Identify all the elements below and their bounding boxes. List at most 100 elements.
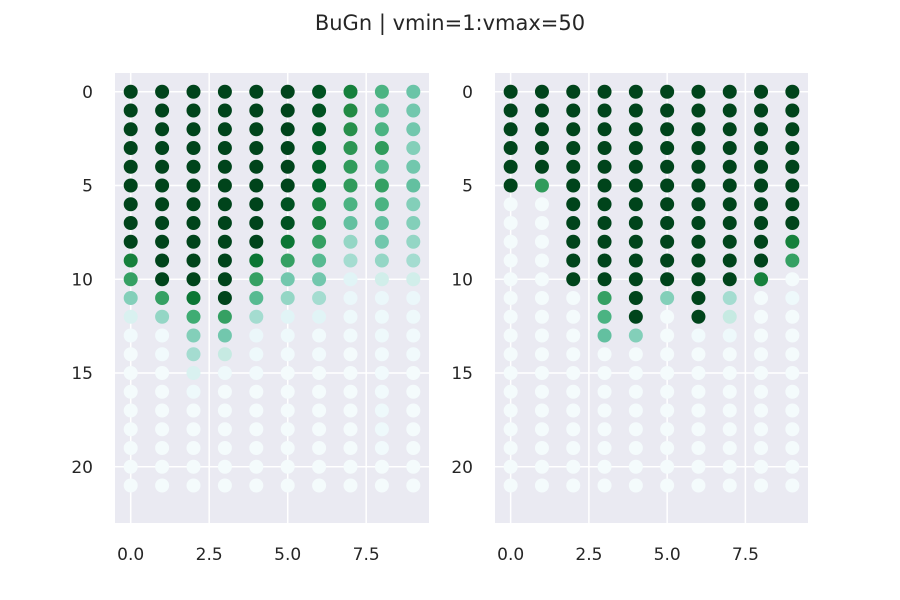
scatter-point — [123, 272, 138, 287]
scatter-point — [217, 366, 232, 380]
scatter-point — [566, 84, 581, 99]
scatter-point — [312, 216, 327, 230]
scatter-point — [660, 328, 675, 343]
scatter-point — [374, 422, 389, 437]
scatter-point — [217, 403, 232, 418]
scatter-point — [374, 309, 389, 324]
scatter-point — [566, 347, 581, 362]
scatter-point — [343, 103, 358, 118]
scatter-point — [534, 384, 549, 399]
scatter-point — [691, 122, 706, 137]
scatter-point — [785, 459, 800, 474]
scatter-point — [691, 103, 706, 118]
scatter-point — [754, 441, 769, 455]
scatter-point — [503, 234, 518, 249]
scatter-point — [566, 272, 581, 287]
scatter-point — [722, 272, 737, 287]
scatter-point — [249, 309, 264, 324]
scatter-point — [722, 478, 737, 493]
scatter-point — [312, 234, 327, 249]
scatter-point — [186, 328, 201, 343]
scatter-point — [691, 141, 706, 155]
scatter-point — [534, 234, 549, 249]
scatter-point — [785, 478, 800, 493]
scatter-point — [660, 122, 675, 137]
scatter-point — [155, 328, 170, 343]
scatter-point — [597, 103, 612, 118]
scatter-point — [566, 178, 581, 193]
scatter-point — [343, 141, 358, 155]
scatter-point — [754, 272, 769, 287]
scatter-point — [597, 197, 612, 212]
scatter-point — [374, 197, 389, 212]
scatter-point — [754, 103, 769, 118]
scatter-point — [280, 159, 295, 174]
scatter-point — [249, 84, 264, 99]
scatter-point — [754, 459, 769, 474]
scatter-point — [249, 197, 264, 212]
scatter-point — [123, 291, 138, 305]
scatter-point — [566, 309, 581, 324]
scatter-point — [123, 103, 138, 118]
scatter-point — [722, 384, 737, 399]
scatter-point — [691, 366, 706, 380]
y-tick-label: 10 — [451, 270, 473, 290]
scatter-point — [312, 159, 327, 174]
scatter-point — [628, 441, 643, 455]
scatter-point — [374, 159, 389, 174]
scatter-point — [406, 141, 421, 155]
scatter-point — [691, 403, 706, 418]
scatter-point — [249, 478, 264, 493]
scatter-point — [343, 328, 358, 343]
scatter-point — [406, 103, 421, 118]
scatter-point — [406, 422, 421, 437]
scatter-point — [754, 159, 769, 174]
scatter-point — [155, 441, 170, 455]
scatter-point — [503, 291, 518, 305]
scatter-point — [628, 422, 643, 437]
scatter-point — [155, 197, 170, 212]
scatter-point — [249, 141, 264, 155]
scatter-point — [597, 384, 612, 399]
scatter-point — [503, 384, 518, 399]
scatter-point — [186, 441, 201, 455]
scatter-point — [534, 403, 549, 418]
scatter-point — [691, 234, 706, 249]
scatter-point — [155, 216, 170, 230]
y-tick-label: 5 — [82, 177, 93, 197]
scatter-point — [280, 291, 295, 305]
scatter-point — [503, 272, 518, 287]
scatter-point — [312, 291, 327, 305]
scatter-point — [660, 272, 675, 287]
scatter-point — [534, 459, 549, 474]
scatter-point — [722, 141, 737, 155]
scatter-point — [406, 328, 421, 343]
scatter-point — [691, 272, 706, 287]
scatter-point — [503, 347, 518, 362]
scatter-point — [503, 197, 518, 212]
scatter-point — [722, 459, 737, 474]
scatter-point — [660, 309, 675, 324]
scatter-point — [406, 216, 421, 230]
scatter-point — [628, 216, 643, 230]
scatter-point — [503, 403, 518, 418]
scatter-point — [123, 459, 138, 474]
x-tick-label: 0.0 — [497, 545, 524, 565]
scatter-point — [754, 309, 769, 324]
scatter-point — [722, 197, 737, 212]
scatter-point — [691, 422, 706, 437]
scatter-point — [503, 216, 518, 230]
scatter-point — [754, 366, 769, 380]
scatter-point — [754, 403, 769, 418]
scatter-point — [312, 253, 327, 268]
scatter-point — [785, 328, 800, 343]
scatter-point — [785, 159, 800, 174]
scatter-point — [155, 141, 170, 155]
scatter-point — [785, 197, 800, 212]
scatter-point — [785, 347, 800, 362]
scatter-point — [503, 328, 518, 343]
y-tick-label: 20 — [71, 458, 93, 478]
scatter-point — [534, 84, 549, 99]
scatter-point — [217, 253, 232, 268]
scatter-point — [566, 291, 581, 305]
